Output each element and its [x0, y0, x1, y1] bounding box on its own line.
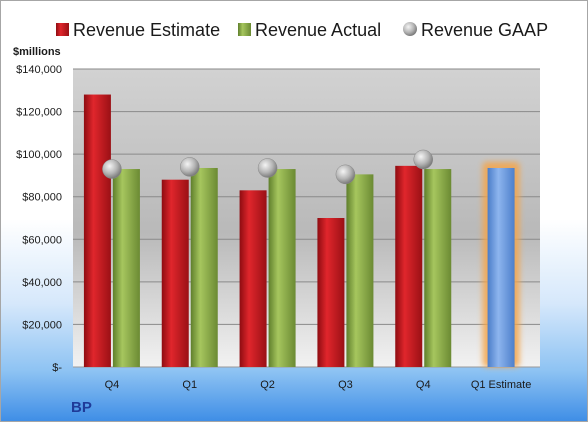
y-tick-label: $100,000 [16, 149, 62, 161]
unit-label: $millions [13, 46, 61, 58]
marker-revenue-gaap [180, 157, 200, 177]
bar-revenue-actual [112, 169, 140, 367]
bar-revenue-estimate [83, 94, 111, 368]
bar-revenue-estimate [239, 190, 267, 367]
company-label: BP [71, 399, 92, 416]
legend: Revenue Estimate Revenue Actual Revenue … [56, 20, 548, 40]
marker-revenue-gaap [413, 149, 433, 170]
marker-revenue-gaap [102, 159, 122, 179]
y-axis: $- $20,000 $40,000 $60,000 $80,000 $100,000 $1… [16, 64, 540, 374]
y-tick-label: $60,000 [22, 234, 62, 246]
gridlines [73, 68, 540, 325]
x-axis: Q4 Q1 Q2 Q3 Q4 Q1 Estimate [105, 379, 532, 391]
legend-marker-revenue-gaap [403, 22, 417, 36]
y-tick-label: $80,000 [22, 192, 62, 204]
y-tick-label: $120,000 [16, 107, 62, 119]
y-tick-label: $40,000 [22, 277, 62, 289]
legend-label-revenue-gaap: Revenue GAAP [421, 20, 548, 40]
y-tick-label: $- [52, 362, 62, 374]
marker-revenue-gaap [257, 158, 278, 178]
x-tick-label: Q1 Estimate [471, 379, 532, 391]
x-tick-label: Q2 [260, 379, 275, 391]
bar-q1-estimate [487, 167, 515, 367]
y-tick-label: $140,000 [16, 64, 62, 76]
x-tick-label: Q4 [105, 379, 120, 391]
x-tick-label: Q3 [338, 379, 353, 391]
bar-revenue-estimate [395, 165, 423, 367]
bar-revenue-actual [346, 174, 374, 367]
bars [83, 94, 520, 368]
legend-label-revenue-estimate: Revenue Estimate [73, 20, 220, 40]
gaap-markers [102, 149, 433, 185]
bar-revenue-estimate [161, 179, 189, 367]
bar-revenue-actual [190, 167, 218, 367]
x-tick-label: Q4 [416, 379, 431, 391]
y-tick-label: $20,000 [22, 319, 62, 331]
bar-revenue-estimate [317, 218, 345, 367]
legend-label-revenue-actual: Revenue Actual [255, 20, 381, 40]
legend-swatch-revenue-actual [238, 23, 251, 36]
bar-revenue-actual [424, 169, 452, 367]
legend-swatch-revenue-estimate [56, 23, 69, 36]
x-tick-label: Q1 [182, 379, 197, 391]
bar-revenue-actual [268, 169, 296, 367]
plot-area [73, 69, 540, 367]
marker-revenue-gaap [335, 164, 356, 185]
